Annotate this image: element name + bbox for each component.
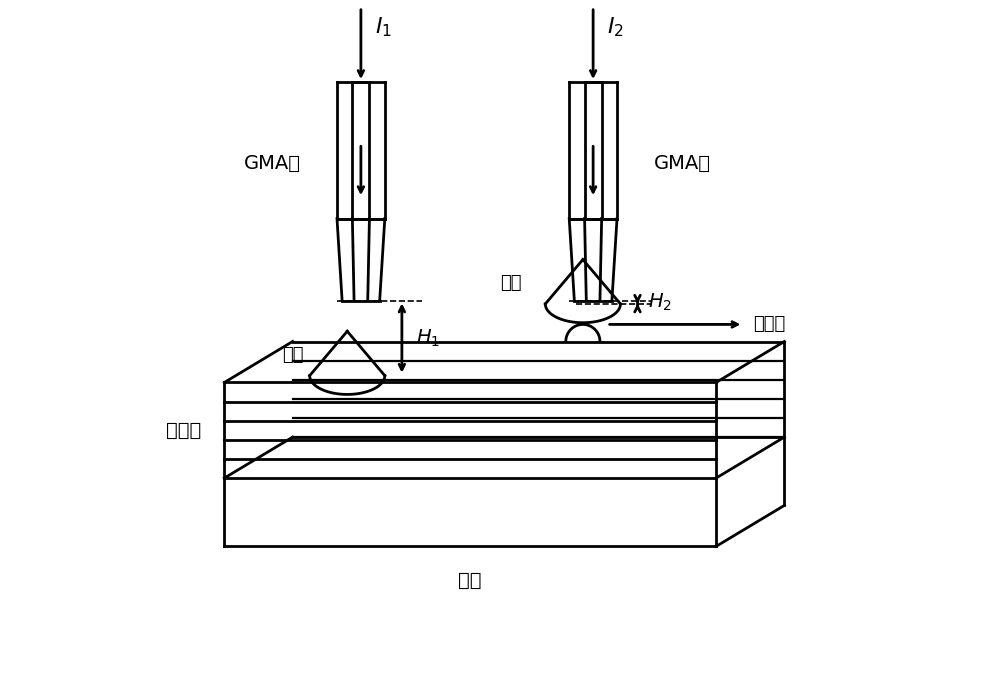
Text: $H_2$: $H_2$ [647, 292, 671, 313]
Text: 基板: 基板 [458, 571, 481, 590]
Text: 电弧: 电弧 [500, 275, 522, 292]
Text: $H_1$: $H_1$ [415, 327, 439, 349]
Text: GMA枪: GMA枪 [244, 154, 300, 173]
Text: GMA枪: GMA枪 [653, 154, 710, 173]
Text: $I_2$: $I_2$ [606, 16, 623, 39]
Text: 堆积层: 堆积层 [166, 421, 201, 440]
Text: $I_1$: $I_1$ [374, 16, 391, 39]
Text: 凸起点: 凸起点 [752, 316, 785, 333]
Text: 电弧: 电弧 [281, 346, 303, 364]
